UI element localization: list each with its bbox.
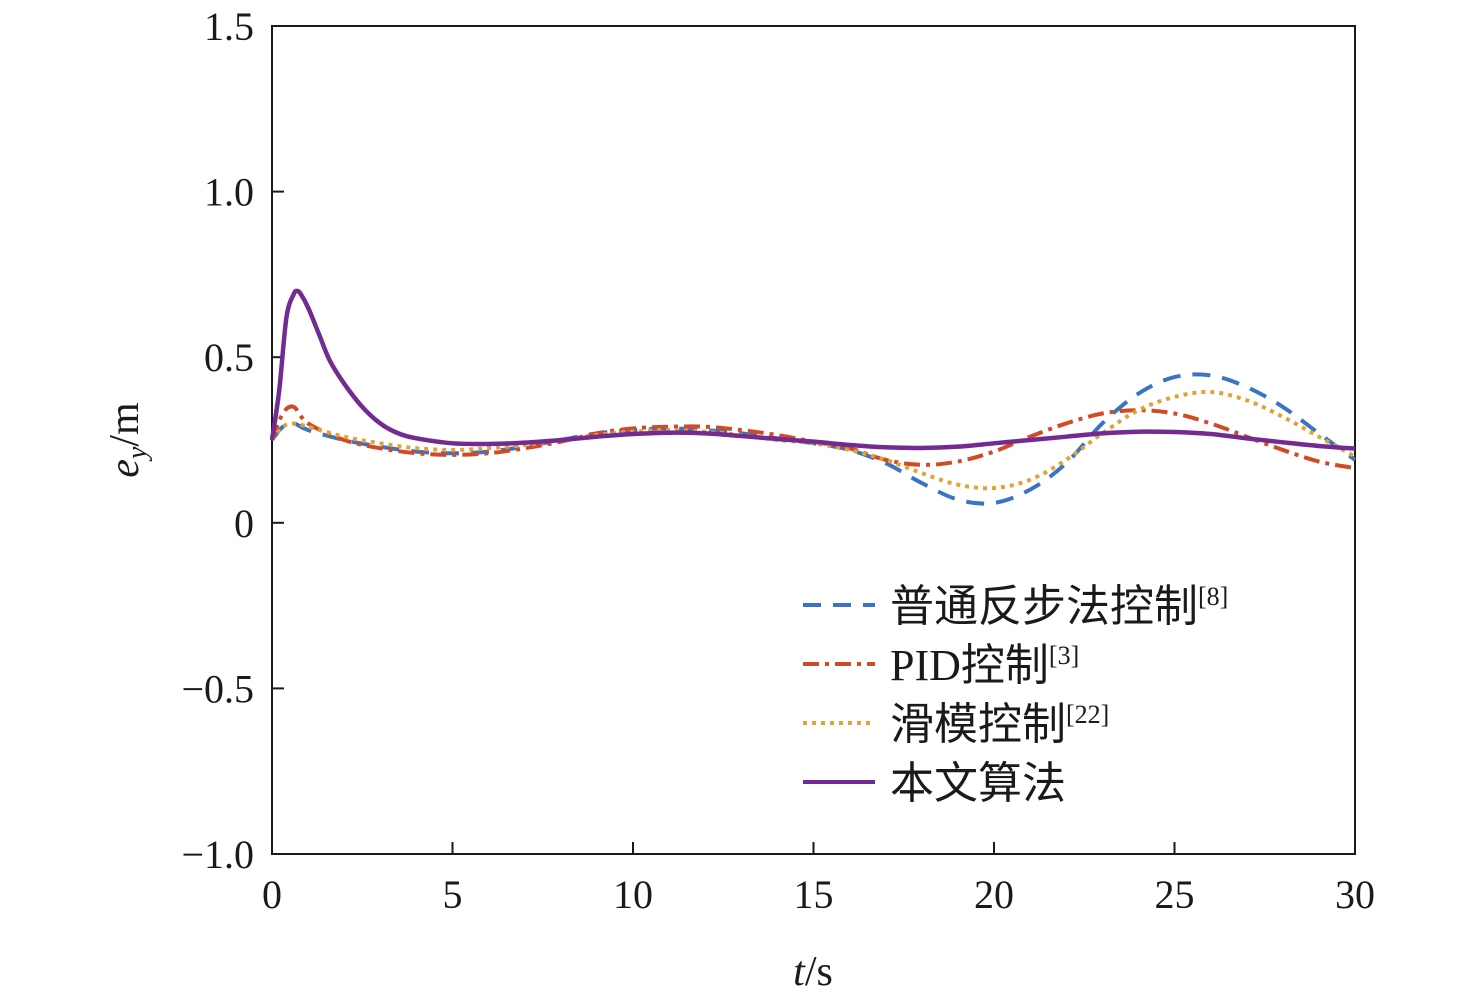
y-tick-label: 0 (234, 501, 254, 546)
y-tick-label: −0.5 (181, 666, 254, 711)
legend-label-sliding-mode: 滑模控制 (890, 700, 1066, 749)
legend-ref-sliding-mode: [22] (1066, 700, 1109, 729)
x-tick-label: 10 (613, 872, 653, 917)
y-axis-label: ey/m (102, 402, 153, 478)
x-tick-label: 20 (974, 872, 1014, 917)
y-axis-ticks: −1.0 −0.5 0 0.5 1.0 1.5 (181, 4, 284, 877)
x-tick-label: 25 (1155, 872, 1195, 917)
svg-text:PID控制[3]: PID控制[3] (890, 641, 1079, 690)
y-tick-label: 1.5 (204, 4, 254, 49)
legend-item-sliding-mode: 滑模控制[22] (803, 700, 1109, 749)
series-layer (269, 288, 1357, 506)
x-tick-label: 30 (1335, 872, 1375, 917)
series-line-pid (270, 404, 1356, 471)
y-tick-label: 0.5 (204, 335, 254, 380)
svg-text:普通反步法控制[8]: 普通反步法控制[8] (890, 582, 1228, 631)
legend: 普通反步法控制[8] PID控制[3] 滑模控制[22] 本文算法 (803, 582, 1228, 808)
svg-text:本文算法: 本文算法 (890, 759, 1066, 808)
legend-item-backstepping: 普通反步法控制[8] (803, 582, 1228, 631)
x-tick-label: 5 (443, 872, 463, 917)
y-tick-label: 1.0 (204, 170, 254, 215)
series-line-backstepping (270, 372, 1357, 506)
legend-label-backstepping: 普通反步法控制 (890, 582, 1198, 631)
svg-text:滑模控制[22]: 滑模控制[22] (890, 700, 1109, 749)
series-line-proposed (269, 288, 1356, 451)
legend-ref-backstepping: [8] (1198, 582, 1228, 611)
x-tick-label: 0 (262, 872, 282, 917)
x-tick-label: 15 (794, 872, 834, 917)
y-tick-label: −1.0 (181, 832, 254, 877)
x-axis-ticks: 0 5 10 15 20 25 30 (262, 842, 1375, 917)
x-axis-label: t/s (793, 949, 833, 995)
legend-item-pid: PID控制[3] (803, 641, 1079, 690)
legend-ref-pid: [3] (1049, 641, 1079, 670)
legend-item-proposed: 本文算法 (803, 759, 1066, 808)
legend-label-proposed: 本文算法 (890, 759, 1066, 808)
legend-label-pid: PID控制 (890, 641, 1049, 690)
